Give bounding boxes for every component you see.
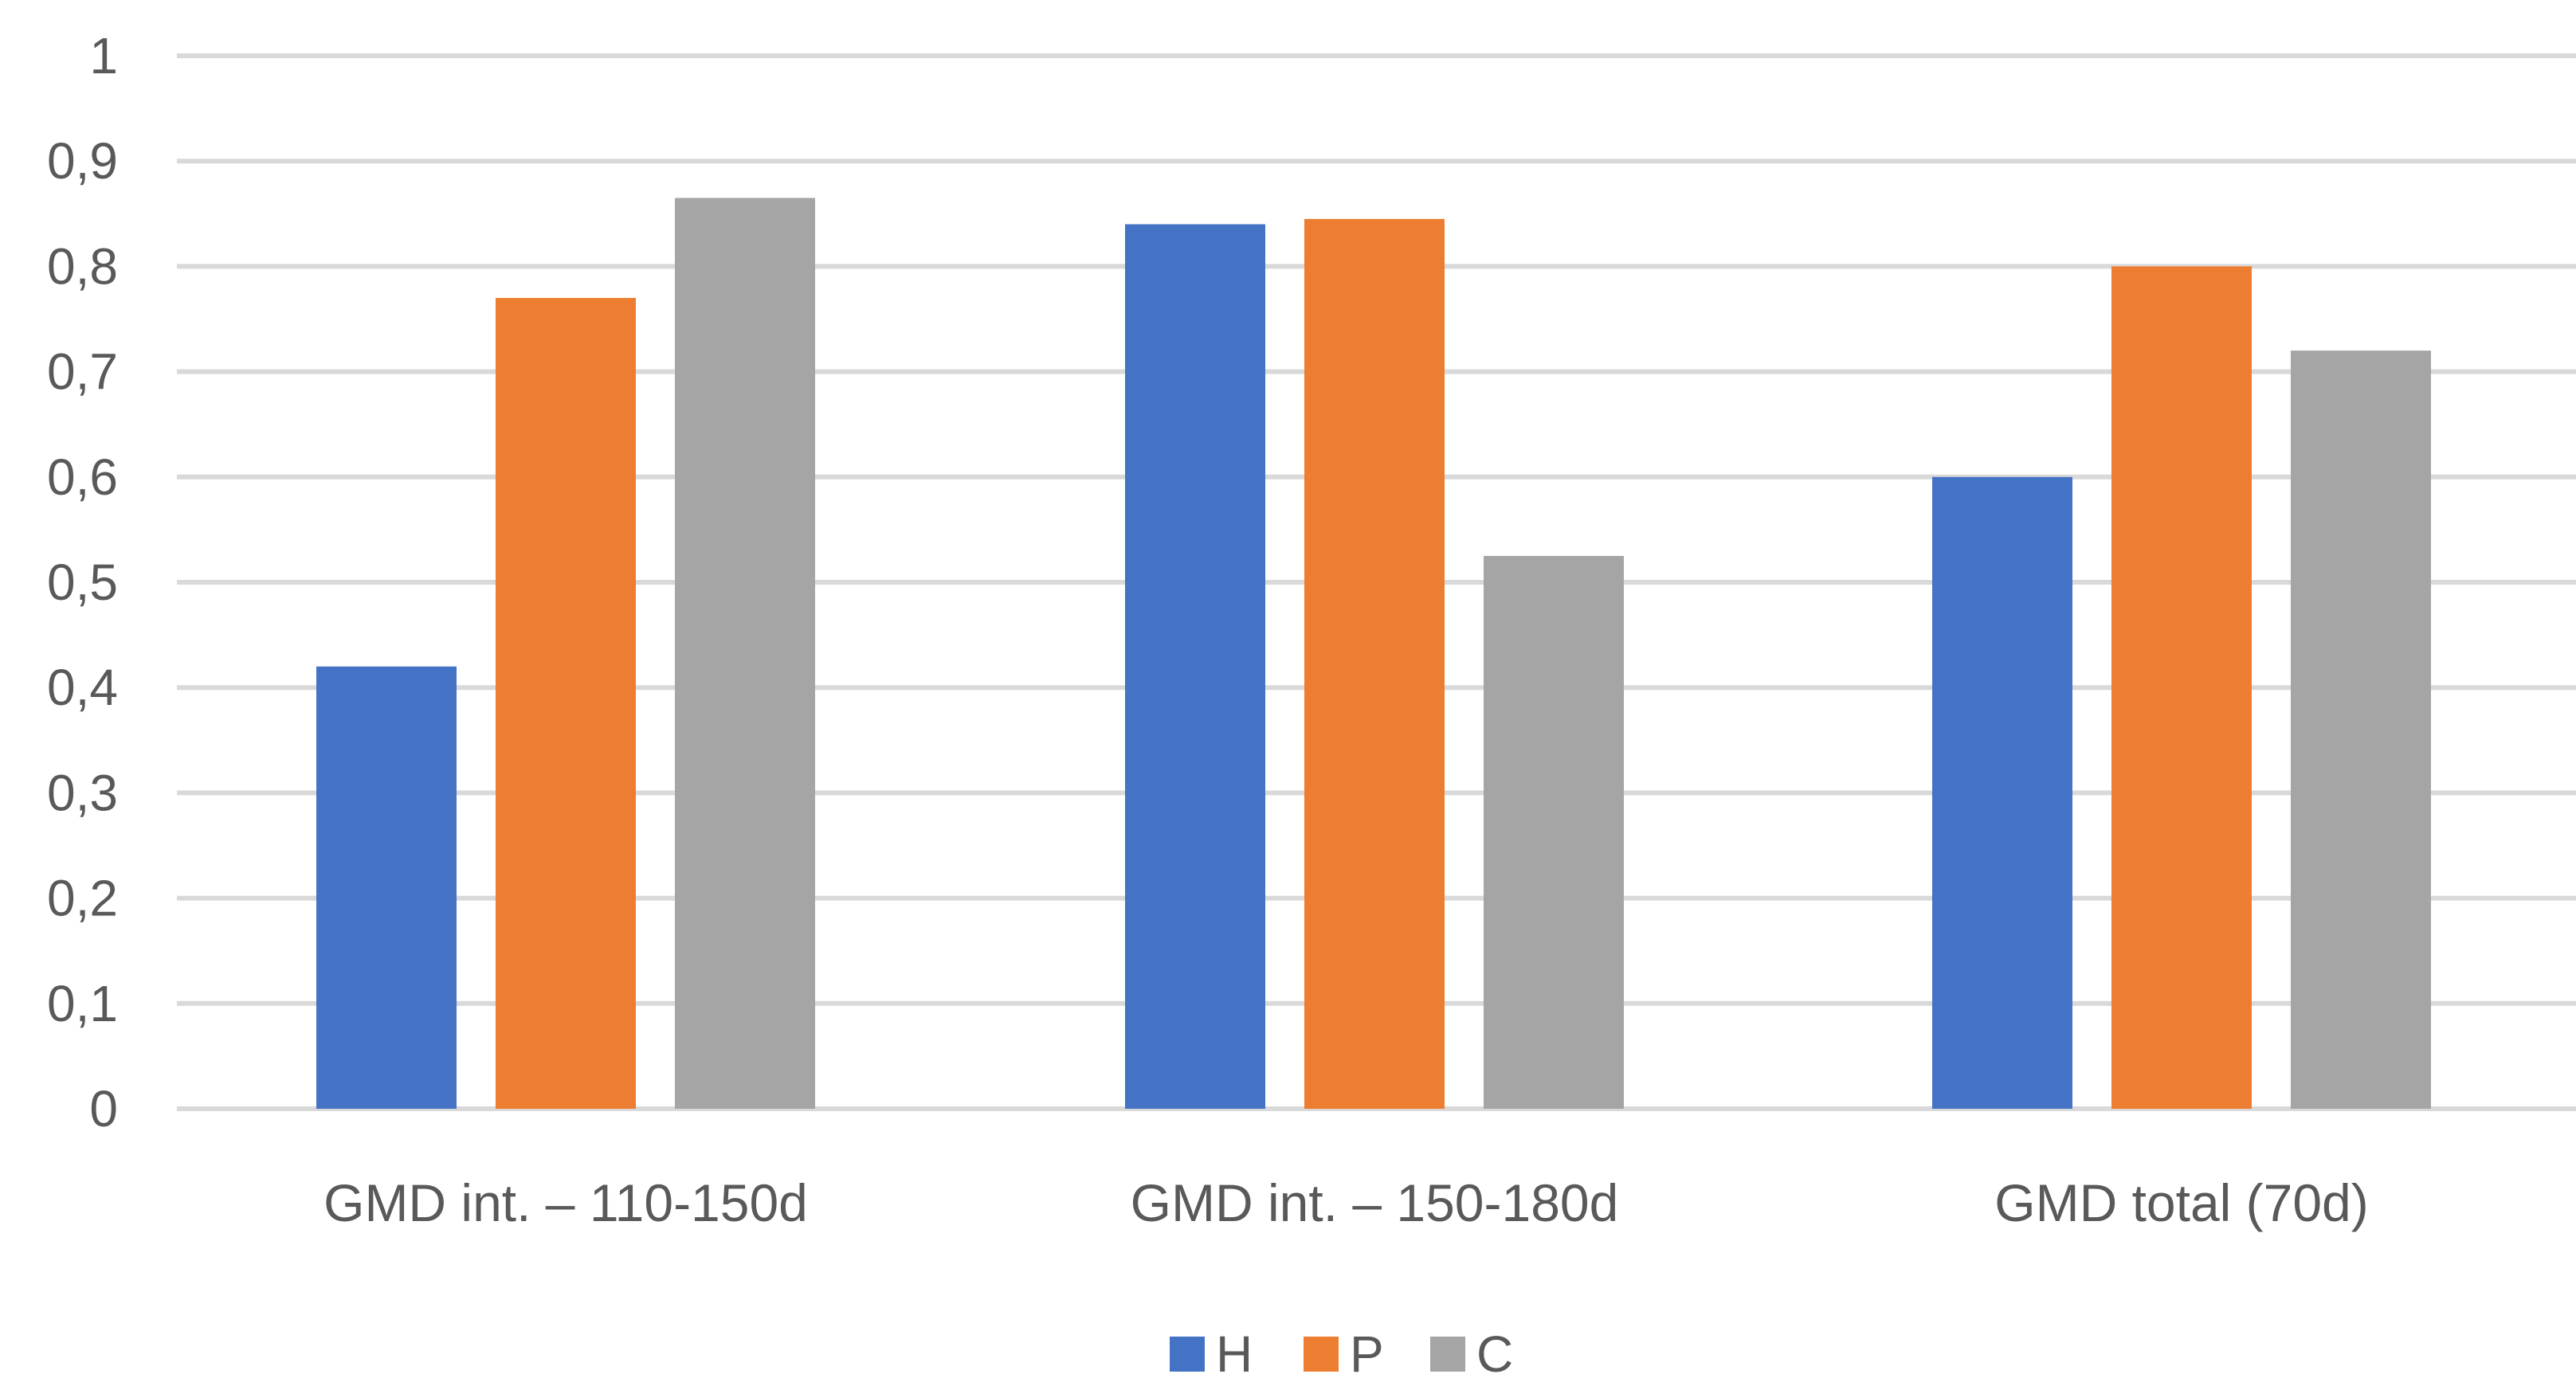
y-tick-label: 1 <box>89 27 118 84</box>
y-tick-label: 0,8 <box>47 237 118 295</box>
y-tick-label: 0 <box>89 1080 118 1137</box>
y-tick-label: 0,2 <box>47 870 118 927</box>
bar-p-2 <box>2111 266 2252 1109</box>
bar-c-2 <box>2291 350 2431 1109</box>
bar-p-1 <box>1304 218 1445 1109</box>
legend-swatch-h <box>1170 1337 1205 1372</box>
x-axis-category-labels: GMD int. – 110-150d GMD int. – 150-180d GM… <box>323 1173 2369 1232</box>
x-category-label: GMD int. – 110-150d <box>323 1173 808 1232</box>
bar-p-0 <box>496 298 636 1109</box>
y-tick-label: 0,6 <box>47 448 118 506</box>
y-tick-label: 0,1 <box>47 975 118 1032</box>
x-category-label: GMD total (70d) <box>1994 1173 2368 1232</box>
y-axis-tick-labels: 0 0,1 0,2 0,3 0,4 0,5 0,6 0,7 0,8 0,9 1 <box>47 27 118 1137</box>
y-tick-label: 0,9 <box>47 132 118 190</box>
legend-label-h: H <box>1216 1325 1253 1374</box>
y-tick-label: 0,3 <box>47 764 118 821</box>
bar-h-1 <box>1125 224 1265 1109</box>
bars <box>316 198 2431 1110</box>
legend-label-p: P <box>1350 1325 1384 1374</box>
legend-swatch-p <box>1304 1337 1339 1372</box>
y-tick-label: 0,5 <box>47 554 118 611</box>
bar-h-0 <box>316 666 457 1109</box>
legend-label-c: C <box>1476 1325 1513 1374</box>
bar-c-0 <box>675 198 815 1110</box>
y-tick-label: 0,7 <box>47 343 118 401</box>
bar-h-2 <box>1932 476 2072 1109</box>
legend-swatch-c <box>1430 1337 1465 1372</box>
x-category-label: GMD int. – 150-180d <box>1131 1173 1619 1232</box>
bar-c-1 <box>1484 555 1624 1109</box>
y-tick-label: 0,4 <box>47 659 118 716</box>
